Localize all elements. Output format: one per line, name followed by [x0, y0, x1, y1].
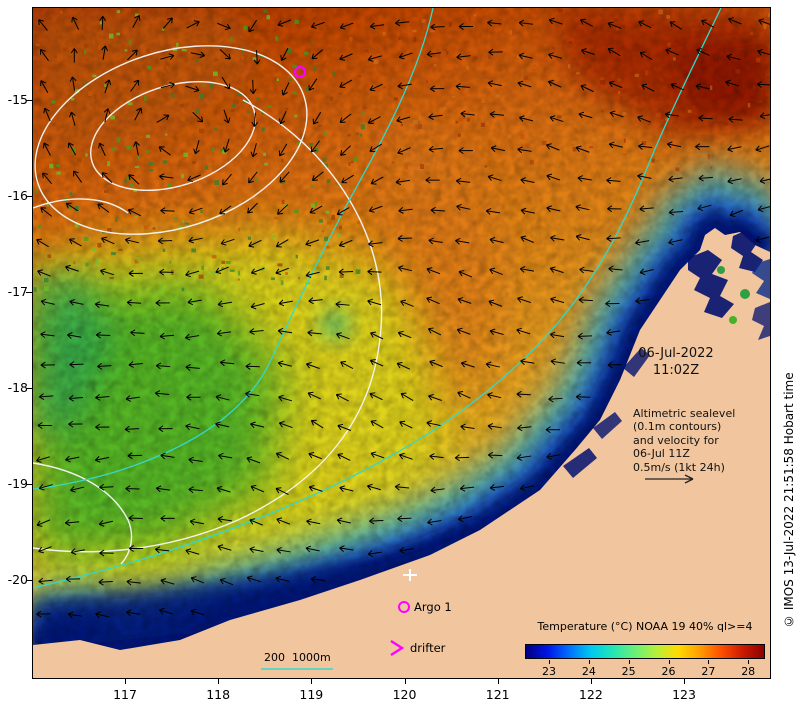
y-tick-label: -17 — [7, 284, 28, 299]
annotation-line: 0.5m/s (1kt 24h) — [633, 460, 725, 474]
colorbar — [525, 644, 765, 659]
bathymetry-contours — [33, 8, 722, 589]
x-tick-mark — [497, 679, 499, 684]
y-tick-mark — [26, 388, 32, 389]
y-tick-mark — [26, 100, 32, 101]
sealevel-contours — [33, 45, 383, 565]
annotation-line: and velocity for — [633, 433, 719, 447]
x-tick-mark — [404, 679, 406, 684]
time-label: 11:02Z — [652, 363, 700, 378]
argo-float-marker — [293, 65, 307, 79]
annotation-line: Altimetric sealevel — [633, 407, 736, 420]
date-label: 06-Jul-2022 — [638, 346, 714, 361]
coastal-inlets — [563, 230, 770, 478]
x-tick-mark — [218, 679, 220, 684]
sst-speckles — [33, 8, 770, 292]
colorbar-tick-mark — [628, 660, 630, 664]
x-tick-mark — [684, 679, 686, 684]
map-area: 06-Jul-2022 11:02Z Altimetric sealevel (… — [32, 7, 771, 679]
colorbar-title: Temperature (°C) NOAA 19 40% ql>=4 — [537, 620, 753, 633]
land-australia — [33, 228, 770, 678]
x-tick-mark — [125, 679, 126, 684]
argo-legend-label: Argo 1 — [414, 600, 452, 614]
y-tick-label: -20 — [7, 572, 28, 587]
isobath-legend-label: 200 1000m — [264, 651, 331, 664]
x-tick-label: 123 — [672, 687, 696, 702]
timestamp-block: 06-Jul-2022 11:02Z — [614, 345, 738, 379]
map-canvas — [33, 8, 770, 678]
y-tick-label: -18 — [7, 380, 28, 395]
colorbar-tick-label: 23 — [542, 665, 556, 678]
x-tick-mark — [590, 679, 592, 684]
colorbar-tick-label: 28 — [741, 665, 756, 678]
argo-legend-marker — [398, 601, 410, 613]
y-tick-mark — [26, 292, 32, 293]
colorbar-tick-mark — [668, 660, 670, 664]
drifter-legend-marker — [390, 639, 405, 657]
velocity-vectors — [36, 14, 770, 619]
y-tick-mark — [26, 580, 32, 581]
colorbar-tick-mark — [549, 660, 550, 664]
annotation-line: (0.1m contours) — [633, 420, 722, 434]
velocity-scale-arrow — [645, 474, 694, 484]
y-tick-mark — [26, 484, 32, 485]
annotation-line: 06-Jul 11Z — [633, 447, 690, 461]
colorbar-tick-label: 25 — [621, 665, 636, 678]
altimetric-annotation: Altimetric sealevel (0.1m contours) and … — [633, 407, 735, 474]
drifter-legend-label: drifter — [410, 641, 446, 655]
x-tick-mark — [311, 679, 313, 684]
x-tick-label: 121 — [485, 687, 510, 702]
y-tick-label: -15 — [7, 92, 28, 107]
y-tick-label: -16 — [7, 188, 28, 203]
y-tick-label: -19 — [7, 476, 28, 491]
y-tick-mark — [26, 196, 32, 197]
colorbar-tick-mark — [708, 660, 710, 664]
colorbar-tick-mark — [588, 660, 590, 664]
colorbar-tick-label: 27 — [701, 665, 716, 678]
colorbar-tick-label: 24 — [581, 665, 596, 678]
x-tick-label: 120 — [392, 687, 417, 702]
x-tick-label: 118 — [206, 687, 231, 702]
credit-text: © IMOS 13-Jul-2022 21:51:58 Hobart time — [782, 372, 796, 628]
colorbar-tick-mark — [748, 660, 750, 664]
x-tick-label: 117 — [113, 687, 137, 702]
colorbar-tick-label: 26 — [661, 665, 676, 678]
x-tick-label: 122 — [578, 687, 603, 702]
white-cross-marker — [403, 569, 417, 581]
x-tick-label: 119 — [299, 687, 324, 702]
